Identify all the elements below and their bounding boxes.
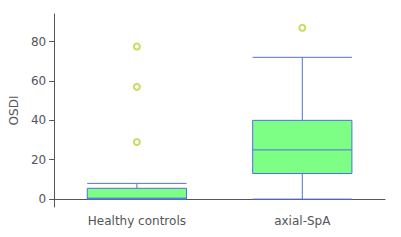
svg-text:axial-SpA: axial-SpA bbox=[274, 214, 331, 228]
svg-text:0: 0 bbox=[39, 192, 47, 206]
svg-text:Healthy controls: Healthy controls bbox=[88, 214, 186, 228]
svg-text:40: 40 bbox=[31, 113, 46, 127]
svg-text:OSDI: OSDI bbox=[7, 96, 21, 126]
svg-text:80: 80 bbox=[31, 35, 46, 49]
svg-text:60: 60 bbox=[31, 74, 46, 88]
svg-text:20: 20 bbox=[31, 153, 46, 167]
